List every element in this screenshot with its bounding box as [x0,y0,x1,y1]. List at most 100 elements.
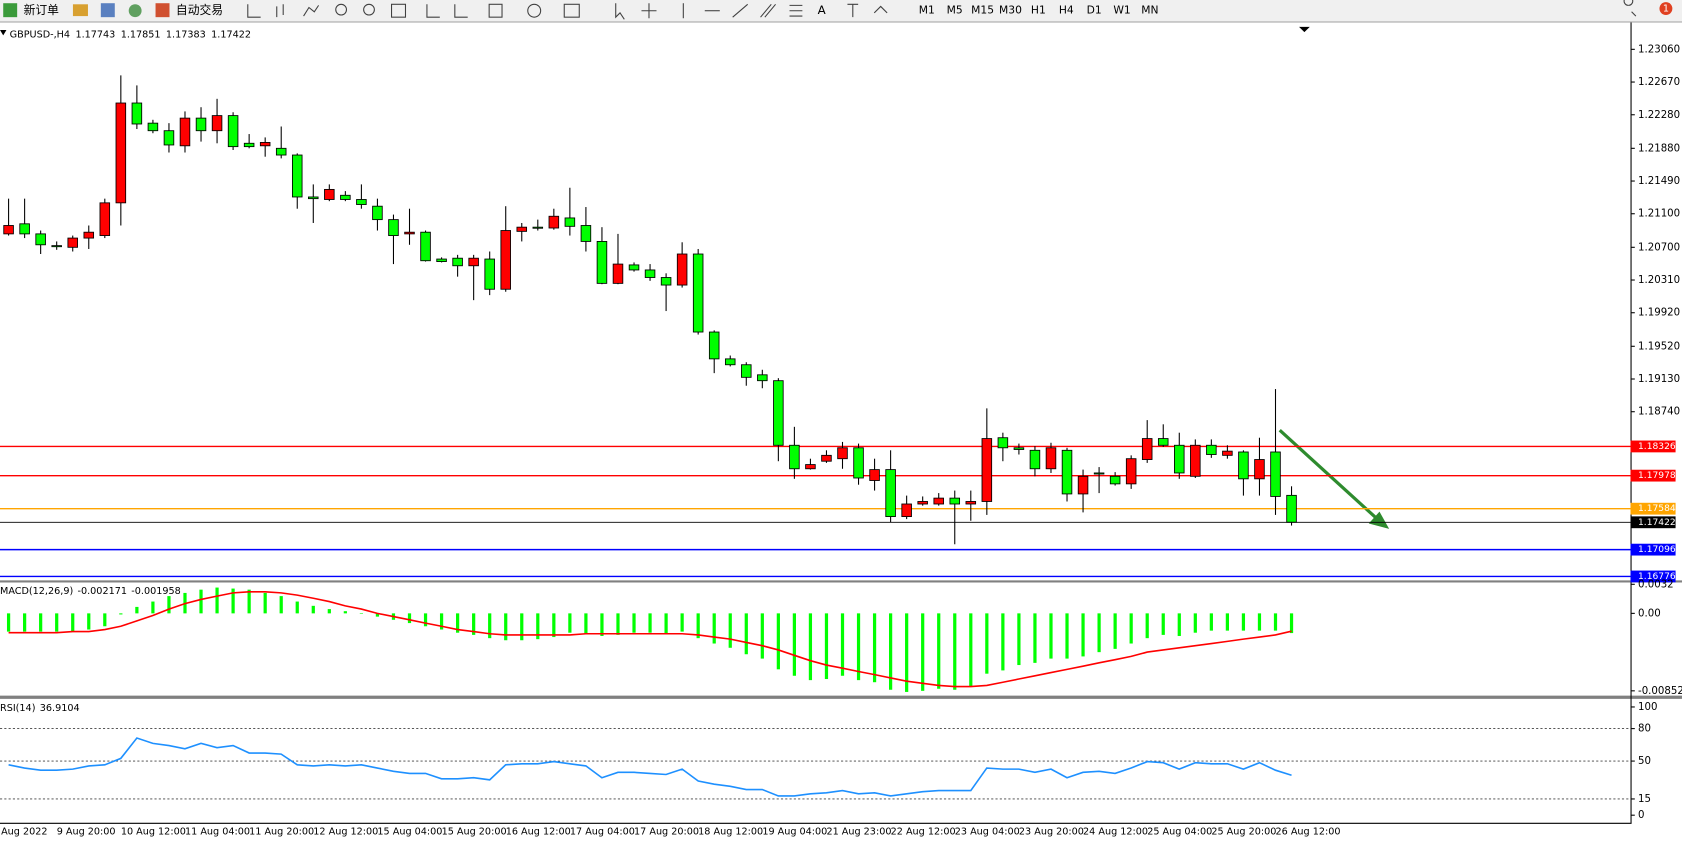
auto-trade-icon[interactable] [155,3,170,18]
timeframe-button[interactable]: W1 [1113,4,1130,17]
timeframe-button[interactable]: M15 [971,4,994,17]
price-label-box [1630,516,1676,529]
candle-body [1061,449,1073,495]
macd-bar [1241,613,1246,631]
candle-body [19,223,30,235]
macd-bar [439,613,444,630]
crosshair[interactable] [641,3,657,19]
candle-body [516,226,528,232]
candle-body [1190,444,1201,477]
arrow-shaft [1278,428,1378,520]
channel[interactable] [760,3,776,18]
macd-bar [6,613,11,632]
macd-bar [824,613,829,680]
new-order-button[interactable]: 新订单 [24,3,60,17]
timeframe-button[interactable]: D1 [1087,4,1102,17]
pane-title: RSI(14) [0,703,35,714]
timeframe-button[interactable]: H4 [1059,4,1074,17]
macd-bar [151,601,155,614]
notification-badge[interactable] [1659,2,1673,16]
zoom-in[interactable] [335,3,348,16]
candle-body [99,202,111,236]
macd-bar [359,613,364,614]
x-tick-label: 21 Aug 23:00 [826,826,891,837]
macd-bar [456,613,460,633]
pane-header: RSI(14) 36.9104 [0,703,80,714]
label-tool[interactable] [847,3,859,18]
candle-body [243,142,255,148]
indicators[interactable] [488,3,503,18]
tool-icon[interactable] [247,4,261,18]
timeframe-button[interactable]: M1 [919,4,935,17]
fibo[interactable] [789,4,803,17]
tile[interactable] [391,3,407,18]
trendline[interactable] [732,3,749,18]
y-tick-label: 1.19520 [1638,341,1680,352]
macd-bar [664,613,668,634]
signal-value: -0.001958 [131,586,180,597]
text-tool[interactable]: A [818,3,826,17]
macd-bar [1193,613,1197,633]
timeframes: M1 M5 M15 M30 H1 H4 D1 W1 MN [919,4,1159,17]
macd-bar [423,613,428,627]
macd-bar [856,613,861,681]
tool-icons [247,0,1637,20]
candle-body [1029,449,1041,470]
timeframe-button[interactable]: MN [1141,4,1158,17]
tool-icon[interactable] [454,4,468,18]
candle-body [789,444,800,470]
candle-body [1238,451,1249,480]
macd-bar [119,613,123,615]
candle-body [1206,444,1217,455]
candle-body [163,130,175,146]
tool-icon[interactable] [128,4,142,18]
candle-body [259,142,271,147]
candle-body [757,374,768,382]
macd-bar [600,613,604,636]
periods[interactable] [527,3,542,18]
timeframe-button[interactable]: H1 [1031,4,1046,17]
arrows[interactable] [873,5,888,14]
symbol-marker [0,30,7,36]
candle-body [676,253,688,286]
macd-bar [840,613,845,676]
templates[interactable] [563,3,580,18]
pane-title: MACD(12,26,9) [0,586,73,597]
candle-body [404,231,415,235]
y-tick-label: 1.22670 [1638,77,1680,88]
macd-bar [648,613,652,633]
tool-icon[interactable] [72,4,88,17]
candle-body [869,469,880,481]
macd-bar [632,613,636,633]
candle-body [1077,475,1089,495]
ohlc-low: 1.17383 [166,29,206,40]
tool-icon[interactable] [100,3,115,18]
y-tick-label: 1.20700 [1638,242,1680,253]
auto-trade-button[interactable]: 自动交易 [176,3,223,17]
timeframe-button[interactable]: M5 [947,4,963,17]
macd-bar [279,596,283,614]
new-order-icon[interactable] [3,3,18,18]
level-label: 1.17584 [1638,504,1676,514]
macd-bar [760,613,764,659]
y-tick-label: 1.23060 [1638,44,1680,55]
candle-body [949,497,961,505]
cursor[interactable] [615,3,625,20]
macd-bar [792,613,797,676]
zoom-out[interactable] [363,3,375,16]
candle-body [1222,450,1233,456]
tool-icon[interactable] [426,4,440,18]
candle-body [275,147,287,156]
candle-body [356,199,367,205]
candle-body [195,117,207,132]
timeframe-button[interactable]: M30 [999,4,1022,17]
candle-body [1141,438,1153,460]
x-tick-label: 24 Aug 12:00 [1083,826,1148,837]
tool-icon[interactable] [303,5,320,17]
search[interactable] [1623,0,1637,17]
tool-icon[interactable] [276,4,284,18]
candle-body [51,245,62,248]
macd-bar [680,613,684,632]
candle-body [532,226,544,229]
